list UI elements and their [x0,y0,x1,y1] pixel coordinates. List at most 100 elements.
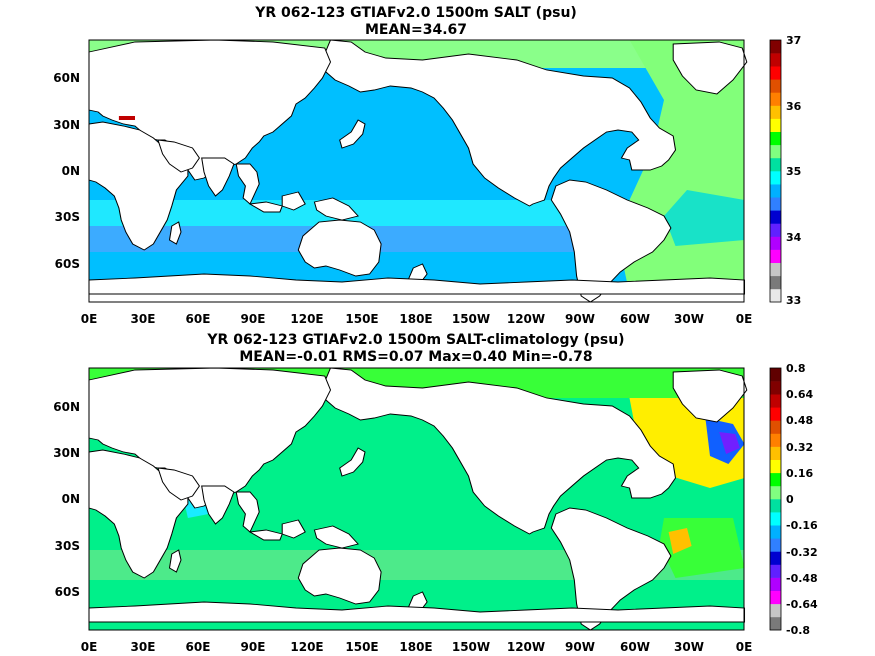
panel-1-colorbar-frame [769,39,782,303]
colorbar-swatch [770,262,781,277]
panel-1-salinity: YR 062-123 GTIAFv2.0 1500m SALT (psu) ME… [53,5,801,326]
colorbar-label: 33 [786,294,801,307]
colorbar-swatch [770,79,781,93]
colorbar-swatch [770,210,781,224]
colorbar-swatch [770,525,781,539]
colorbar-swatch [770,420,781,434]
colorbar-label: 36 [786,100,802,113]
panel-2-colorbar-frame [769,367,782,631]
lon-tick: 60E [186,312,211,326]
colorbar-swatch [770,577,781,591]
panel-2-title: YR 062-123 GTIAFv2.0 1500m SALT-climatol… [206,332,624,348]
lat-tick: 60S [55,257,80,271]
panel-1-map [88,39,748,303]
colorbar-swatch [770,157,781,172]
colorbar-swatch [770,368,781,382]
panel-2-anomaly: YR 062-123 GTIAFv2.0 1500m SALT-climatol… [53,332,818,654]
lat-tick: 30N [53,118,80,132]
lon-tick: 90W [565,640,595,654]
lon-tick: 0E [81,640,98,654]
lat-tick: 60N [53,400,80,414]
colorbar-swatch [770,131,781,146]
colorbar-swatch [770,381,781,395]
lon-tick: 120E [290,640,323,654]
colorbar-swatch [770,92,781,106]
colorbar-swatch [770,40,781,54]
colorbar-label: 0.32 [786,441,813,454]
colorbar-swatch [770,459,781,474]
colorbar-swatch [770,551,781,565]
colorbar-swatch [770,197,781,211]
panel-2-colorbar-labels: 0.8 0.64 0.48 0.32 0.16 0 -0.16 -0.32 -0… [786,362,818,637]
colorbar-label: 0.48 [786,414,813,427]
lat-tick: 0N [62,492,80,506]
panel-1-frame [88,39,745,303]
lon-tick: 150W [452,640,490,654]
colorbar-label: -0.8 [786,624,810,637]
colorbar-swatch [770,288,781,303]
colorbar-label: 0.8 [786,362,806,375]
lat-tick: 30N [53,446,80,460]
lon-tick: 90E [241,312,266,326]
lon-tick: 150W [452,312,490,326]
colorbar-label: -0.16 [786,519,818,532]
lon-tick: 150E [345,312,378,326]
north-atlantic-min [719,432,740,454]
panel-1-subtitle: MEAN=34.67 [365,22,467,38]
colorbar-swatch [770,275,781,290]
south-atlantic-positive [668,528,692,554]
colorbar-label: 0.64 [786,388,813,401]
lon-tick: 0E [736,312,753,326]
colorbar-swatch [770,616,781,631]
lon-tick: 0E [81,312,98,326]
lon-tick: 60E [186,640,211,654]
colorbar-swatch [770,66,781,80]
lon-tick: 90E [241,640,266,654]
colorbar-label: -0.64 [786,598,818,611]
lon-tick: 150E [345,640,378,654]
panel-2-frame [88,367,745,631]
colorbar-swatch [770,538,781,552]
colorbar-swatch [770,472,781,487]
colorbar-swatch [770,171,781,185]
colorbar-swatch [770,485,781,500]
colorbar-swatch [770,512,781,526]
colorbar-label: 35 [786,165,801,178]
panel-1-lat-axis: 60N 30N 0N 30S 60S [53,71,80,271]
colorbar-swatch [770,118,781,132]
colorbar-swatch [770,105,781,119]
panel-2-colorbar [770,368,781,631]
panel-2-subtitle: MEAN=-0.01 RMS=0.07 Max=0.40 Min=-0.78 [239,349,592,365]
panel-1-lon-axis: 0E 30E 60E 90E 120E 150E 180E 150W 120W … [81,312,753,326]
colorbar-label: -0.48 [786,572,818,585]
colorbar-swatch [770,407,781,421]
colorbar-swatch [770,564,781,578]
lat-tick: 60N [53,71,80,85]
colorbar-swatch [770,184,781,198]
panel-1-title: YR 062-123 GTIAFv2.0 1500m SALT (psu) [254,5,577,21]
lon-tick: 30E [131,640,156,654]
lon-tick: 180E [399,640,432,654]
lon-tick: 120W [507,640,545,654]
colorbar-label: 34 [786,231,802,244]
panel-2-lat-axis: 60N 30N 0N 30S 60S [53,400,80,599]
colorbar-swatch [770,446,781,460]
colorbar-swatch [770,394,781,408]
colorbar-swatch [770,53,781,67]
panel-2-map [88,367,748,631]
colorbar-swatch [770,144,781,159]
colorbar-swatch [770,223,781,237]
colorbar-swatch [770,590,781,605]
lon-tick: 30E [131,312,156,326]
lat-tick: 30S [55,539,80,553]
colorbar-swatch [770,603,781,618]
colorbar-swatch [770,433,781,447]
lat-tick: 30S [55,210,80,224]
colorbar-label: -0.32 [786,546,818,559]
lat-tick: 60S [55,585,80,599]
panel-2-lon-axis: 0E 30E 60E 90E 120E 150E 180E 150W 120W … [81,640,753,654]
panel-1-colorbar [770,40,781,303]
mediterranean-anomaly [118,116,135,120]
colorbar-label: 0 [786,493,794,506]
south-atlantic-region [664,190,745,246]
